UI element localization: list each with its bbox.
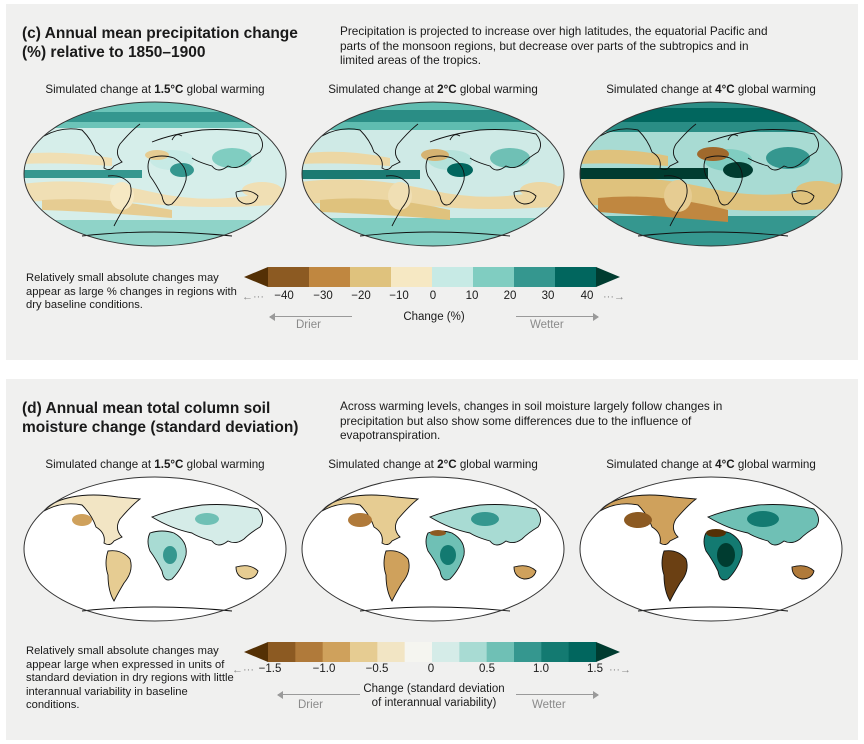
soil-colorbar-label-line-2: of interannual variability) — [371, 697, 497, 709]
precip-colorbar-segment — [391, 267, 433, 287]
panel-c-title: (c) Annual mean precipitation change (%)… — [22, 25, 298, 61]
soil-colorbar-segment — [268, 642, 296, 662]
soil-colorbar-segment — [350, 642, 378, 662]
panel-d-map-1-label: Simulated change at 1.5°C global warming — [45, 458, 265, 471]
precip-colorbar-ticks: −40 −30 −20 −10 0 10 20 30 40 — [6, 290, 858, 306]
precip-colorbar-segment — [596, 267, 620, 287]
panel-d-map-3-label: Simulated change at 4°C global warming — [606, 458, 816, 471]
precip-tick: 30 — [541, 290, 555, 302]
drier-label: Drier — [296, 319, 321, 331]
panel-c-map-2-label: Simulated change at 2°C global warming — [328, 83, 538, 96]
precip-colorbar-segment — [244, 267, 268, 287]
precip-colorbar-label: Change (%) — [403, 311, 465, 323]
precip-map-4c — [579, 101, 843, 247]
precip-colorbar-segment — [432, 267, 474, 287]
soil-colorbar-segment — [568, 642, 597, 662]
precip-map-1-5c — [23, 101, 287, 247]
soil-colorbar-segment — [596, 642, 620, 662]
soil-colorbar-segment — [514, 642, 542, 662]
panel-d-title: (d) Annual mean total column soil moistu… — [22, 400, 299, 436]
soil-tick: −1.0 — [312, 663, 336, 675]
soil-colorbar-label: Change (standard deviation of interannua… — [354, 682, 514, 710]
wetter-label: Wetter — [532, 699, 566, 711]
panel-c-map-3-label: Simulated change at 4°C global warming — [606, 83, 816, 96]
precip-tick: −20 — [351, 290, 371, 302]
panel-c-note: Relatively small absolute changes may ap… — [26, 272, 237, 312]
precip-colorbar — [244, 267, 620, 287]
panel-d-map-2-label: Simulated change at 2°C global warming — [328, 458, 538, 471]
soil-tick: −1.5 — [258, 663, 282, 675]
precip-tick: −10 — [389, 290, 409, 302]
soil-colorbar-segment — [541, 642, 570, 662]
precip-map-2c — [301, 101, 565, 247]
panel-d-description: Across warming levels, changes in soil m… — [340, 399, 723, 442]
soil-colorbar-label-line-1: Change (standard deviation — [363, 683, 505, 695]
panel-soil-moisture: (d) Annual mean total column soil moistu… — [6, 379, 858, 740]
soil-tick: −0.5 — [365, 663, 389, 675]
wetter-dots: ···→ — [609, 664, 631, 676]
soil-tick: 0.5 — [479, 663, 495, 675]
soil-map-1-5c — [23, 476, 287, 622]
drier-arrow — [277, 691, 360, 699]
precip-tick: 10 — [465, 290, 479, 302]
panel-c-description: Precipitation is projected to increase o… — [340, 24, 768, 67]
soil-colorbar-segment — [404, 642, 433, 662]
soil-colorbar-segment — [322, 642, 351, 662]
precip-colorbar-segment — [555, 267, 597, 287]
soil-colorbar — [244, 642, 620, 662]
precip-colorbar-segment — [268, 267, 310, 287]
soil-tick: 1.5 — [587, 663, 603, 675]
precip-colorbar-segment — [350, 267, 392, 287]
panel-precipitation: (c) Annual mean precipitation change (%)… — [6, 4, 858, 360]
precip-tick: −40 — [274, 290, 294, 302]
soil-colorbar-segment — [377, 642, 406, 662]
drier-dots: ←··· — [242, 291, 264, 303]
precip-colorbar-segment — [473, 267, 515, 287]
precip-tick: 20 — [503, 290, 517, 302]
drier-label: Drier — [298, 699, 323, 711]
precip-tick: 0 — [429, 290, 437, 302]
soil-colorbar-segment — [432, 642, 460, 662]
precip-tick: −30 — [313, 290, 333, 302]
soil-colorbar-segment — [486, 642, 515, 662]
drier-arrow — [269, 313, 352, 321]
wetter-arrow — [516, 313, 599, 321]
wetter-dots: ···→ — [603, 291, 625, 303]
soil-tick: 1.0 — [533, 663, 549, 675]
precip-colorbar-segment — [309, 267, 351, 287]
wetter-label: Wetter — [530, 319, 564, 331]
soil-map-4c — [579, 476, 843, 622]
soil-colorbar-segment — [244, 642, 268, 662]
drier-dots: ←··· — [232, 664, 254, 676]
wetter-arrow — [516, 691, 599, 699]
soil-colorbar-ticks: −1.5 −1.0 −0.5 0 0.5 1.0 1.5 — [6, 663, 858, 679]
soil-tick: 0 — [427, 663, 435, 675]
panel-d-note: Relatively small absolute changes may ap… — [26, 645, 234, 712]
soil-colorbar-segment — [295, 642, 324, 662]
precip-tick: 40 — [580, 290, 594, 302]
soil-colorbar-segment — [459, 642, 488, 662]
panel-c-map-1-label: Simulated change at 1.5°C global warming — [45, 83, 265, 96]
precip-colorbar-segment — [514, 267, 556, 287]
soil-map-2c — [301, 476, 565, 622]
